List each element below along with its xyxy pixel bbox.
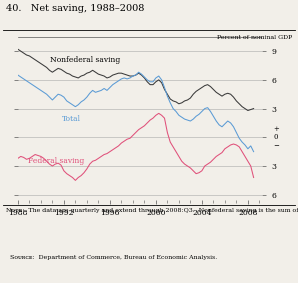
Text: Nonfederal saving: Nonfederal saving	[50, 56, 120, 64]
Text: Nᴏᴛᴇ:  The data are quarterly and extend through 2008:Q3.  Nonfederal saving is : Nᴏᴛᴇ: The data are quarterly and extend …	[6, 208, 298, 213]
Text: Sᴏᴜʀᴄᴇ:  Department of Commerce, Bureau of Economic Analysis.: Sᴏᴜʀᴄᴇ: Department of Commerce, Bureau o…	[6, 255, 217, 260]
Text: Federal saving: Federal saving	[28, 157, 84, 165]
Text: 40.   Net saving, 1988–2008: 40. Net saving, 1988–2008	[6, 4, 144, 13]
Text: Percent of nominal GDP: Percent of nominal GDP	[217, 35, 292, 40]
Text: Total: Total	[62, 115, 81, 123]
Text: +
0
−: + 0 −	[273, 125, 279, 150]
